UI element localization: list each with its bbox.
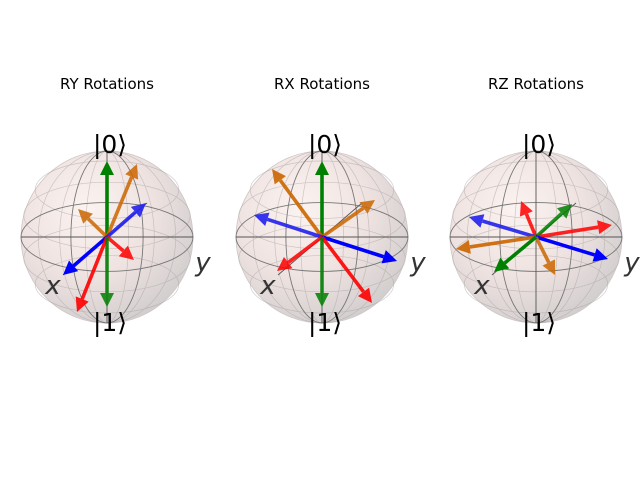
- state-vector-arrow-0-5: [75, 236, 109, 312]
- state-vector-arrow-2-0: [519, 201, 538, 238]
- state-vector-arrow-0-6: [105, 235, 134, 260]
- ket-one-label: |1⟩: [93, 308, 127, 337]
- x-axis-label: x: [44, 271, 61, 301]
- ket-zero-label: |0⟩: [308, 130, 342, 159]
- state-vector-arrow-0-4: [63, 235, 109, 275]
- y-axis-label: y: [623, 248, 640, 278]
- bloch-panel-0: RY Rotations |0⟩ |1⟩ x y: [20, 75, 211, 337]
- state-vector-arrow-1-6: [320, 235, 372, 303]
- state-vector-arrow-0-1: [105, 164, 139, 238]
- state-vector-arrow-1-2: [320, 200, 375, 239]
- panel-title: RY Rotations: [60, 75, 154, 93]
- ket-zero-label: |0⟩: [522, 130, 556, 159]
- ket-one-label: |1⟩: [522, 308, 556, 337]
- state-vector-arrow-0-3: [105, 203, 146, 239]
- x-axis-label: x: [473, 271, 490, 301]
- state-vector-arrow-1-7: [315, 237, 329, 307]
- ket-zero-label: |0⟩: [93, 130, 127, 159]
- state-vector-arrow-2-2: [535, 220, 612, 239]
- panel-title: RZ Rotations: [488, 75, 584, 93]
- state-vector-arrow-1-3: [254, 212, 323, 239]
- state-vector-arrow-2-5: [456, 235, 537, 254]
- state-vector-arrow-1-0: [315, 161, 329, 237]
- state-vector-arrow-0-7: [100, 237, 114, 307]
- state-vector-arrow-2-4: [535, 235, 608, 262]
- state-vector-arrow-2-3: [469, 214, 537, 239]
- state-vector-arrow-2-7: [494, 235, 538, 272]
- y-axis-label: y: [194, 248, 211, 278]
- state-vector-arrow-1-4: [321, 235, 397, 264]
- y-axis-label: y: [409, 248, 426, 278]
- x-axis-label: x: [259, 271, 276, 301]
- state-vector-arrow-1-1: [272, 169, 324, 239]
- panel-title: RX Rotations: [274, 75, 370, 93]
- state-vector-arrow-2-6: [534, 236, 555, 275]
- bloch-panel-2: RZ Rotations |0⟩ |1⟩ x y: [449, 75, 640, 337]
- state-vector-arrow-0-2: [78, 209, 109, 239]
- state-vector-arrow-2-1: [534, 204, 572, 239]
- ket-one-label: |1⟩: [308, 308, 342, 337]
- state-vector-arrow-0-0: [100, 161, 114, 237]
- state-vector-arrow-1-5: [277, 235, 324, 271]
- bloch-panel-1: RX Rotations |0⟩ |1⟩ x y: [235, 75, 426, 337]
